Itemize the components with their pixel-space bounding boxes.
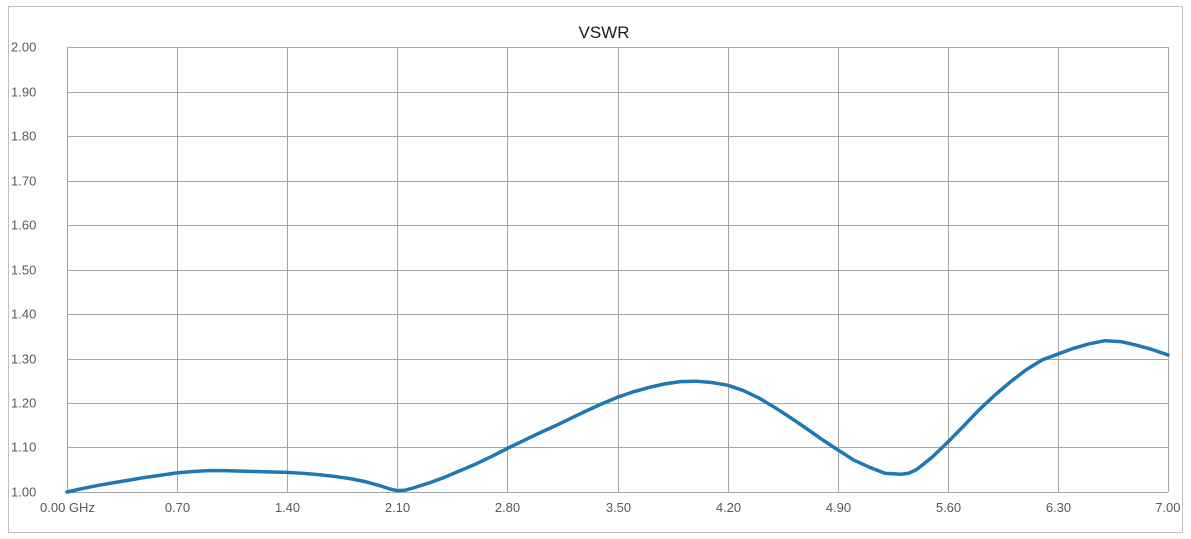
y-tick-label: 1.30	[11, 352, 36, 367]
tick-layer: 1.00 1.10 1.20 1.30 1.40 1.50 1.60 1.70 1.80 1.90…	[11, 40, 1181, 516]
y-tick-label: 1.20	[11, 396, 36, 411]
x-tick-label: 4.20	[716, 500, 741, 515]
x-tick-label: 0.70	[165, 500, 190, 515]
y-tick-label: 1.90	[11, 85, 36, 100]
x-tick-label: 1.40	[275, 500, 300, 515]
chart-title: VSWR	[579, 23, 630, 42]
x-tick-label: 0.00 GHz	[40, 500, 95, 515]
y-tick-label: 1.70	[11, 174, 36, 189]
x-tick-label: 3.50	[606, 500, 631, 515]
x-tick-label: 6.30	[1046, 500, 1071, 515]
y-tick-label: 1.10	[11, 440, 36, 455]
x-tick-label: 2.10	[385, 500, 410, 515]
series-layer	[65, 338, 1170, 494]
y-tick-label: 1.40	[11, 307, 36, 322]
y-tick-label: 1.60	[11, 218, 36, 233]
x-tick-label: 4.90	[826, 500, 851, 515]
y-tick-label: 1.50	[11, 263, 36, 278]
y-tick-label: 1.80	[11, 129, 36, 144]
y-tick-label: 1.00	[11, 485, 36, 500]
x-tick-label: 5.60	[936, 500, 961, 515]
chart-frame: 1.00 1.10 1.20 1.30 1.40 1.50 1.60 1.70 1.80 1.90…	[8, 6, 1183, 533]
vswr-series-line	[65, 338, 1170, 494]
chart-svg: 1.00 1.10 1.20 1.30 1.40 1.50 1.60 1.70 1.80 1.90…	[11, 23, 1181, 516]
y-tick-label: 2.00	[11, 40, 36, 55]
x-tick-label: 2.80	[495, 500, 520, 515]
grid-layer	[67, 47, 1169, 493]
x-tick-label: 7.00	[1155, 500, 1180, 515]
